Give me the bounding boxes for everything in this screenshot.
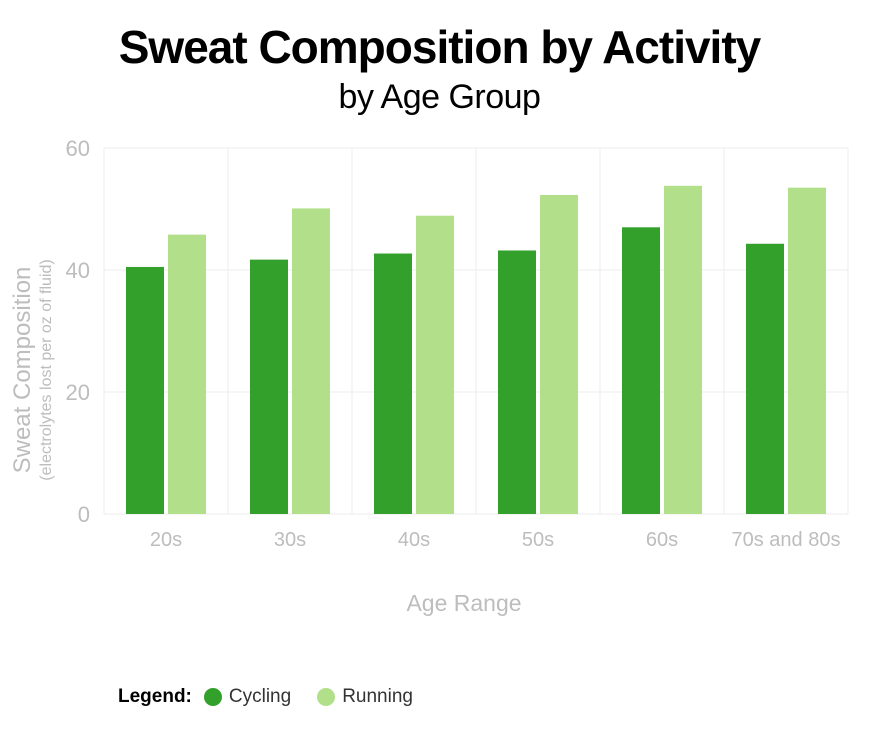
x-axis-label: Age Range: [406, 590, 521, 616]
bar-running-2: [416, 215, 454, 514]
legend: Legend: Cycling Running: [118, 684, 439, 710]
x-tick-label: 60s: [646, 529, 678, 551]
bar-running-4: [664, 185, 702, 514]
x-tick-label: 40s: [398, 529, 430, 551]
bar-cycling-0: [126, 266, 164, 514]
legend-label-running: Running: [342, 686, 413, 707]
gridlines: [103, 147, 849, 515]
x-tick-label: 70s and 80s: [732, 529, 841, 551]
y-tick-label: 40: [66, 258, 90, 283]
bar-running-3: [540, 194, 578, 514]
chart-title: Sweat Composition by Activity: [118, 21, 762, 73]
bar-cycling-4: [622, 227, 660, 515]
legend-label-cycling: Cycling: [228, 686, 292, 707]
x-tick-label: 50s: [522, 529, 554, 551]
bar-cycling-2: [374, 253, 412, 514]
y-tick-label: 0: [78, 502, 90, 527]
legend-title: Legend:: [118, 686, 192, 707]
bar-running-0: [168, 234, 206, 514]
x-tick-label: 20s: [150, 529, 182, 551]
y-axis-ticks: 0 20 40 60: [66, 136, 90, 527]
bar-cycling-5: [746, 243, 784, 514]
y-tick-label: 20: [66, 380, 90, 405]
y-axis-label: Sweat Composition: [9, 267, 36, 474]
chart-subtitle: by Age Group: [338, 78, 541, 116]
y-axis-sublabel: (electrolytes lost per oz of fluid): [38, 259, 55, 480]
bar-cycling-1: [250, 259, 288, 514]
bar-chart: 0 20 40 60 20s 30s 40s 50s 60s 70s and 80s Sweat…: [9, 136, 849, 616]
legend-item-running: Running: [317, 686, 413, 708]
bar-running-1: [292, 208, 330, 514]
bars: [126, 185, 826, 515]
legend-item-cycling: Cycling: [203, 686, 292, 708]
bar-running-5: [788, 187, 826, 514]
x-tick-label: 30s: [274, 529, 306, 551]
x-axis-ticks: 20s 30s 40s 50s 60s 70s and 80s: [150, 529, 841, 551]
bar-cycling-3: [498, 250, 536, 515]
legend-swatch-running: [317, 688, 336, 706]
y-tick-label: 60: [66, 136, 90, 161]
legend-swatch-cycling: [203, 688, 222, 706]
